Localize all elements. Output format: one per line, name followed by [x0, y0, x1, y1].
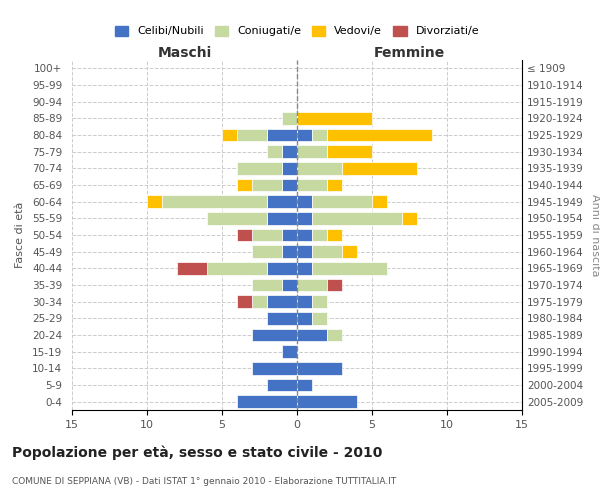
- Bar: [252, 279, 282, 291]
- Bar: [267, 146, 282, 158]
- Bar: [282, 229, 297, 241]
- Bar: [282, 279, 297, 291]
- Bar: [327, 128, 432, 141]
- Bar: [297, 212, 312, 224]
- Bar: [282, 246, 297, 258]
- Bar: [177, 262, 207, 274]
- Bar: [207, 212, 267, 224]
- Bar: [252, 229, 282, 241]
- Bar: [312, 246, 342, 258]
- Bar: [282, 146, 297, 158]
- Y-axis label: Fasce di età: Fasce di età: [15, 202, 25, 268]
- Bar: [267, 196, 297, 208]
- Bar: [237, 162, 282, 174]
- Bar: [162, 196, 267, 208]
- Bar: [237, 128, 267, 141]
- Text: Popolazione per età, sesso e stato civile - 2010: Popolazione per età, sesso e stato civil…: [12, 445, 382, 460]
- Bar: [297, 179, 327, 191]
- Bar: [372, 196, 387, 208]
- Bar: [237, 396, 297, 408]
- Bar: [237, 179, 252, 191]
- Bar: [297, 229, 312, 241]
- Bar: [252, 179, 282, 191]
- Bar: [327, 229, 342, 241]
- Bar: [282, 346, 297, 358]
- Bar: [252, 329, 297, 341]
- Bar: [297, 112, 372, 124]
- Bar: [327, 329, 342, 341]
- Text: COMUNE DI SEPPIANA (VB) - Dati ISTAT 1° gennaio 2010 - Elaborazione TUTTITALIA.I: COMUNE DI SEPPIANA (VB) - Dati ISTAT 1° …: [12, 478, 396, 486]
- Bar: [282, 179, 297, 191]
- Bar: [297, 296, 312, 308]
- Bar: [327, 279, 342, 291]
- Bar: [297, 362, 342, 374]
- Bar: [312, 262, 387, 274]
- Bar: [327, 146, 372, 158]
- Bar: [297, 329, 327, 341]
- Bar: [342, 162, 417, 174]
- Bar: [282, 162, 297, 174]
- Bar: [402, 212, 417, 224]
- Bar: [297, 196, 312, 208]
- Bar: [297, 162, 342, 174]
- Bar: [297, 262, 312, 274]
- Bar: [312, 196, 372, 208]
- Bar: [267, 262, 297, 274]
- Bar: [297, 396, 357, 408]
- Bar: [297, 246, 312, 258]
- Text: Femmine: Femmine: [374, 46, 445, 60]
- Bar: [222, 128, 237, 141]
- Bar: [252, 296, 267, 308]
- Bar: [237, 296, 252, 308]
- Y-axis label: Anni di nascita: Anni di nascita: [590, 194, 600, 276]
- Bar: [312, 212, 402, 224]
- Bar: [312, 296, 327, 308]
- Bar: [252, 246, 282, 258]
- Bar: [312, 312, 327, 324]
- Text: Maschi: Maschi: [157, 46, 212, 60]
- Bar: [312, 128, 327, 141]
- Bar: [312, 229, 327, 241]
- Bar: [342, 246, 357, 258]
- Bar: [252, 362, 297, 374]
- Bar: [297, 128, 312, 141]
- Bar: [282, 112, 297, 124]
- Bar: [267, 128, 297, 141]
- Legend: Celibi/Nubili, Coniugati/e, Vedovi/e, Divorziati/e: Celibi/Nubili, Coniugati/e, Vedovi/e, Di…: [109, 20, 485, 42]
- Bar: [267, 312, 297, 324]
- Bar: [297, 312, 312, 324]
- Bar: [267, 296, 297, 308]
- Bar: [297, 279, 327, 291]
- Bar: [147, 196, 162, 208]
- Bar: [267, 212, 297, 224]
- Bar: [207, 262, 267, 274]
- Bar: [297, 146, 327, 158]
- Bar: [327, 179, 342, 191]
- Bar: [267, 379, 297, 391]
- Bar: [237, 229, 252, 241]
- Bar: [297, 379, 312, 391]
